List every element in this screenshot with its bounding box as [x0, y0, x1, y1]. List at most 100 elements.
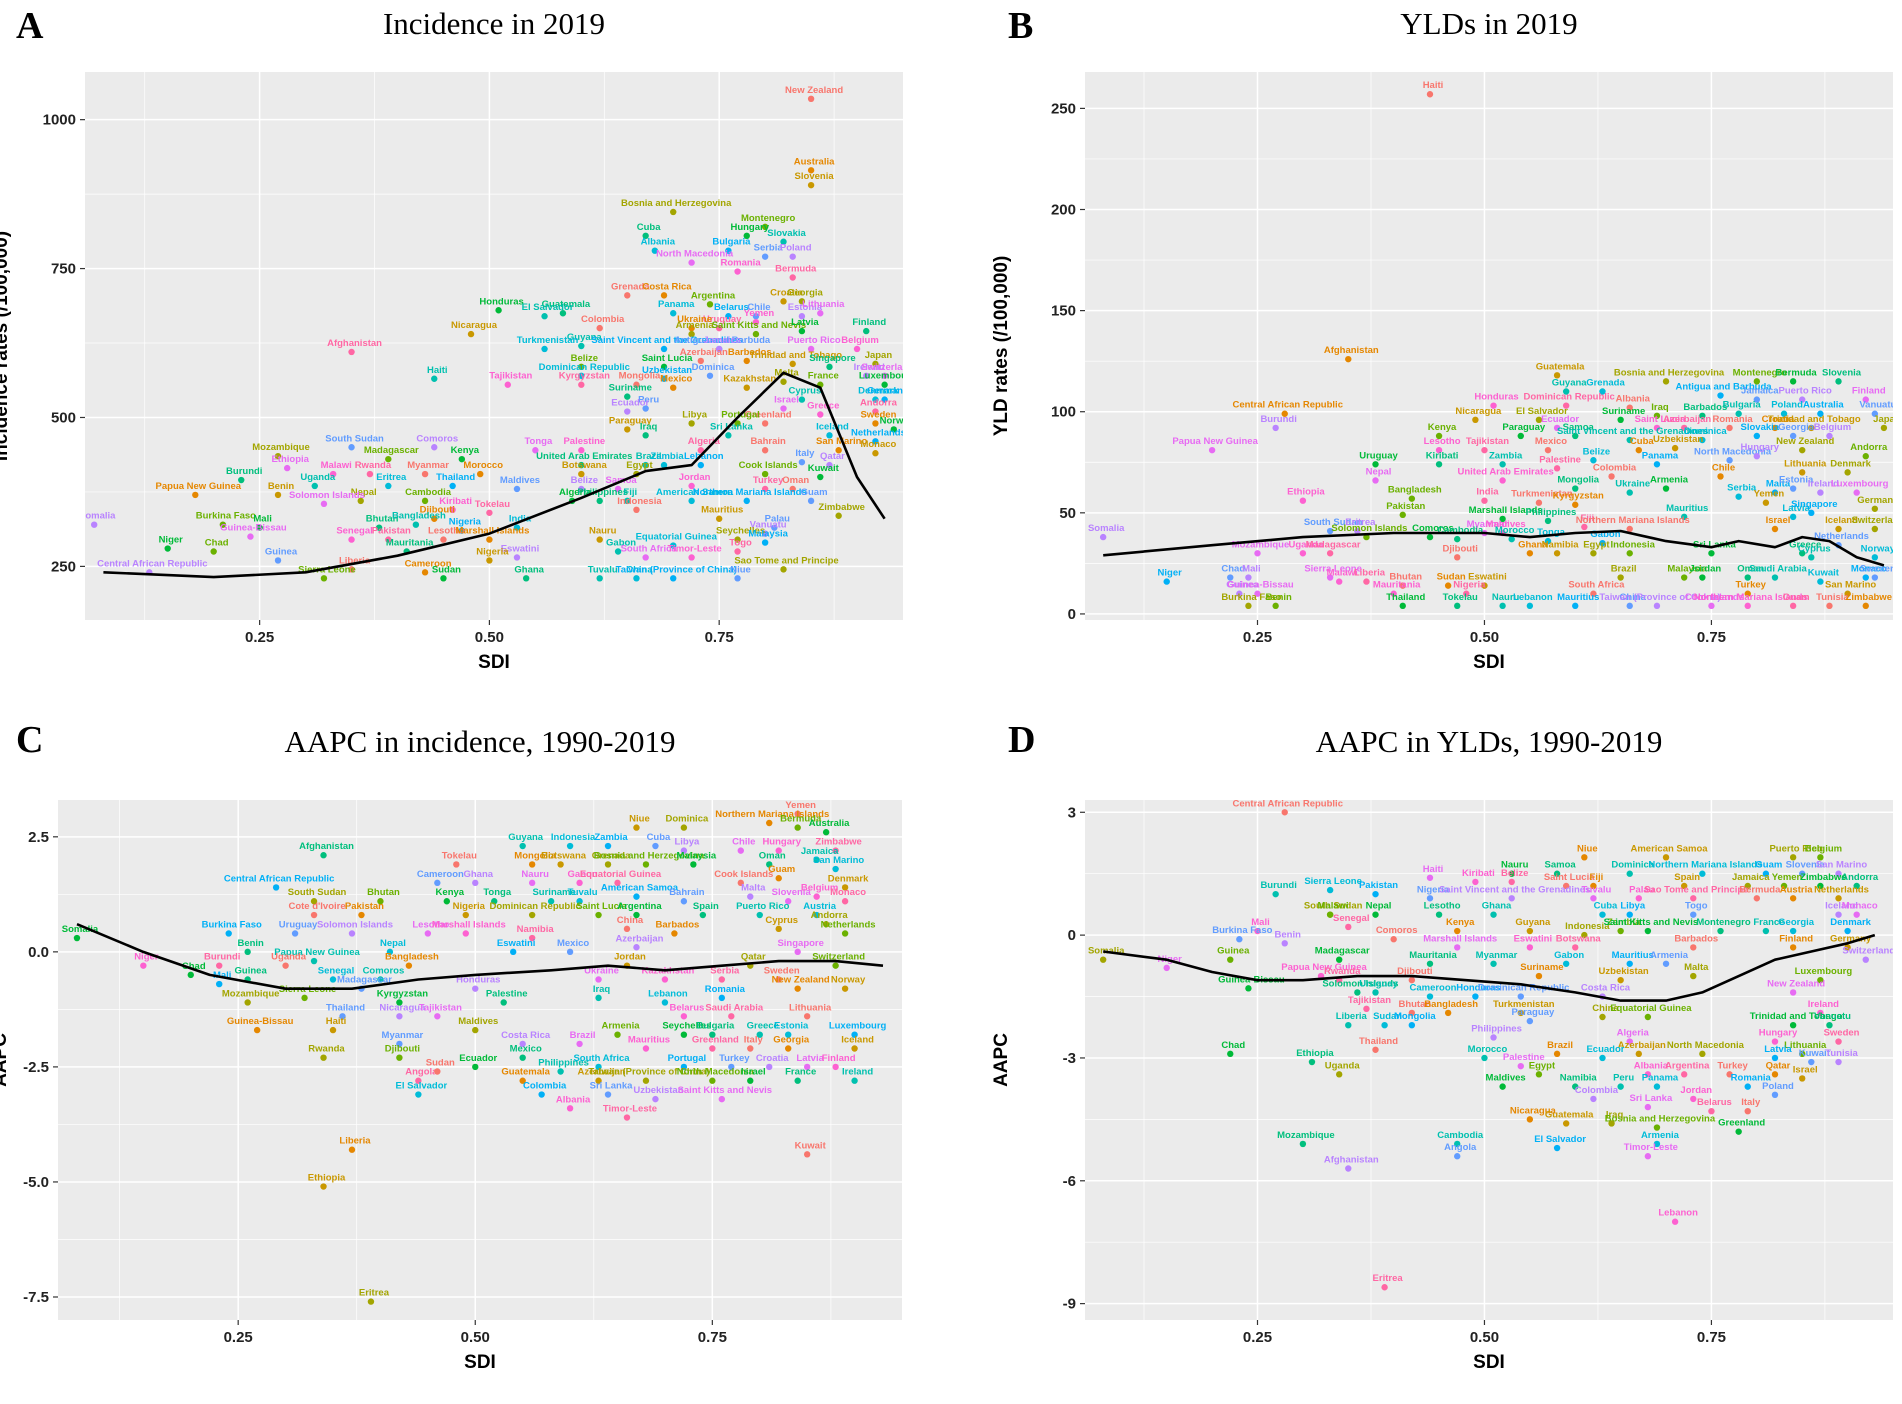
data-point — [614, 485, 622, 493]
point-label: Saint Vincent and the Grenadines — [1439, 884, 1590, 895]
point-label: Turkmenistan — [1493, 999, 1555, 1010]
point-label: Puerto Rico — [1769, 843, 1823, 854]
point-label: Philippines — [577, 487, 628, 498]
point-label: Costa Rica — [642, 281, 692, 292]
data-point — [1426, 874, 1434, 881]
data-point — [320, 1183, 327, 1190]
data-point — [1653, 602, 1661, 610]
point-label: Dominican Republic — [1478, 983, 1569, 994]
point-label: Liberia — [1336, 1011, 1368, 1022]
point-label: South Sudan — [1304, 901, 1363, 912]
data-point — [274, 557, 282, 564]
point-label: Timor-Leste — [668, 543, 722, 554]
data-point — [453, 861, 460, 868]
point-label: Puerto Rico — [1779, 386, 1833, 397]
point-label: France — [1753, 917, 1784, 928]
point-label: Solomon Islands — [1331, 523, 1407, 534]
data-point — [1644, 1071, 1652, 1078]
point-label: Thailand — [1386, 592, 1425, 603]
data-point — [743, 232, 750, 240]
data-point — [1626, 960, 1633, 967]
data-point — [1662, 378, 1670, 385]
point-label: Slovakia — [1741, 422, 1780, 433]
data-point — [467, 330, 475, 338]
point-label: Guam — [768, 864, 795, 875]
y-tick-label: -6 — [1063, 1173, 1076, 1190]
point-label: Taiwan (Province of China) — [588, 1067, 709, 1078]
point-label: Slovenia — [1786, 860, 1826, 871]
data-point — [737, 879, 744, 887]
data-point — [1526, 927, 1534, 935]
data-point — [596, 536, 603, 543]
point-label: Spain — [1674, 872, 1700, 883]
data-point — [680, 1013, 688, 1020]
y-tick-label: -3 — [1063, 1050, 1076, 1067]
point-label: Tonga — [483, 887, 512, 898]
panel-letter-a: A — [16, 5, 44, 47]
data-point — [813, 856, 820, 864]
point-label: Georgia — [1778, 422, 1815, 433]
data-point — [1553, 372, 1561, 379]
point-label: Jordan — [1690, 564, 1722, 575]
data-point — [1463, 590, 1470, 597]
y-tick-label: -7.5 — [23, 1289, 49, 1306]
data-point — [472, 1063, 479, 1071]
point-label: Barbados — [655, 919, 699, 930]
point-label: Costa Rica — [501, 1030, 551, 1041]
data-point — [642, 405, 649, 412]
data-point — [557, 1068, 564, 1075]
data-point — [1862, 396, 1869, 403]
point-label: North Macedonia — [677, 1067, 755, 1078]
data-point — [1862, 956, 1869, 963]
point-label: Guatemala — [501, 1067, 550, 1078]
data-point — [1499, 477, 1506, 484]
data-point — [1572, 501, 1579, 508]
point-label: Zimbabwe — [1846, 592, 1892, 603]
y-axis-label: AAPC — [991, 1033, 1012, 1087]
point-label: Mozambique — [252, 442, 310, 453]
data-point — [1590, 1095, 1597, 1103]
point-label: Ghana — [1482, 901, 1512, 912]
point-label: Nepal — [1366, 901, 1392, 912]
point-label: Costa Rica — [1581, 983, 1631, 994]
data-point — [807, 497, 815, 505]
data-point — [1553, 870, 1561, 877]
point-label: Saudi Arabia — [705, 1002, 763, 1013]
point-label: Saint Lucia — [1635, 414, 1686, 425]
point-label: Uganda — [271, 952, 307, 963]
data-point — [1508, 535, 1515, 543]
point-label: Panama — [658, 299, 695, 310]
data-point — [835, 447, 842, 454]
data-point — [1526, 602, 1534, 610]
point-label: Greece — [747, 1021, 779, 1032]
data-point — [1653, 1083, 1661, 1090]
data-point — [1281, 940, 1288, 947]
data-point — [734, 420, 741, 427]
point-label: Niue — [730, 564, 751, 575]
data-point — [832, 847, 839, 854]
data-point — [789, 253, 796, 260]
data-point — [652, 842, 659, 850]
data-point — [642, 232, 649, 240]
point-label: Madagascar — [1315, 946, 1370, 957]
point-label: Burundi — [1260, 414, 1296, 425]
data-point — [1454, 602, 1461, 610]
point-label: Morocco — [1495, 525, 1535, 536]
point-label: Honduras — [479, 296, 523, 307]
data-point — [559, 310, 567, 317]
data-point — [385, 536, 392, 543]
data-point — [794, 1077, 801, 1084]
point-label: Bosnia and Herzegovina — [621, 198, 732, 209]
point-label: Denmark — [1830, 458, 1871, 469]
x-tick-label: 0.50 — [1470, 1329, 1499, 1346]
point-label: South Sudan — [1304, 517, 1363, 528]
point-label: South Africa — [573, 1053, 630, 1064]
data-point — [623, 1114, 631, 1121]
data-point — [1726, 457, 1733, 464]
point-label: Mozambique — [1232, 539, 1290, 550]
point-label: Turkmenistan — [1511, 489, 1573, 500]
point-label: Lithuania — [1784, 1040, 1827, 1051]
point-label: Libya — [674, 837, 700, 848]
point-label: Jordan — [679, 472, 711, 483]
y-tick-label: 500 — [51, 409, 76, 426]
